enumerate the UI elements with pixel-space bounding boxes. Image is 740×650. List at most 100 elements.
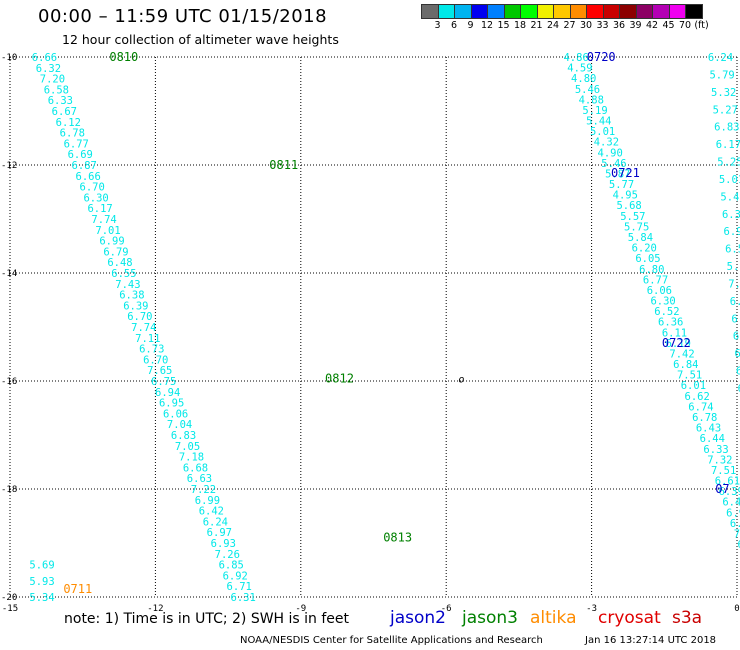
wave-height-value: 6.70 [80,182,105,194]
wave-height-value: 4.88 [579,94,604,106]
wave-height-value: 7.0 [728,278,740,290]
wave-height-value: 6.52 [654,306,679,318]
colorbar-labels: 3 6 9 12 15 18 21 24 27 30 33 36 39 42 45 70 (ft) [421,20,740,34]
wave-height-value: 5.19 [582,105,607,117]
wave-height-value: 6.36 [730,518,740,530]
wave-height-value: 6.79 [103,246,128,258]
colorbar-label: 12 [480,20,494,31]
wave-height-value: 6.33 [703,444,728,456]
wave-height-value: 6.44 [700,433,725,445]
wave-height-value: 6.77 [64,138,89,150]
wave-height-value: 6.55 [111,268,136,280]
wave-height-value: 5.77 [609,179,634,191]
wave-height-value: 7.43 [115,279,140,291]
pass-label: 0711 [63,582,92,596]
wave-height-value: 6.83 [714,122,739,134]
pass-label: 0721 [611,166,640,180]
wave-height-value: 7.74 [131,322,156,334]
wave-height-value: 6.39 [719,486,740,498]
wave-height-value: 6.11 [662,327,687,339]
wave-height-value: 6.70 [143,354,168,366]
wave-height-value: 6.70 [127,311,152,323]
wave-height-value: 7.65 [147,365,172,377]
wave-height-colorbar [421,4,703,19]
map-title: 00:00 – 11:59 UTC 01/15/2018 [38,6,328,27]
wave-height-value: 4.86 [563,52,588,64]
wave-height-value: 5.34 [29,592,54,604]
wave-height-value: 6.24 [708,52,733,64]
wave-height-value: 6.85 [219,560,244,572]
wave-height-value: 7.01 [95,225,120,237]
wave-height-value: 6.0 [736,366,740,378]
y-tick-label: -14 [1,269,17,279]
y-tick-label: -20 [1,593,17,603]
colorbar-label: 33 [596,20,609,31]
wave-height-value: 6.87 [72,160,97,172]
colorbar-label: 6 [450,20,458,31]
wave-height-value: 6.38 [119,290,144,302]
wave-height-value: 6.06 [647,285,672,297]
position-marker: o [458,374,464,385]
colorbar-label: 39 [629,20,642,31]
wave-height-value: 6.77 [643,274,668,286]
wave-height-value: 6.92 [223,570,248,582]
pass-label: 0722 [662,336,691,350]
wave-height-value: 7.42 [669,348,694,360]
wave-height-value: 5.44 [586,116,611,128]
y-tick-label: -10 [1,53,17,63]
wave-height-value: 6.84 [673,359,698,371]
colorbar-label: 45 [662,20,675,31]
pass-label: 0812 [325,371,354,385]
wave-height-value: 6.97 [724,226,740,238]
wave-height-value: 6.99 [99,236,124,248]
wave-height-value: 5.46 [575,84,600,96]
wave-height-value: 5.84 [628,232,653,244]
x-tick-label: -3 [586,604,597,614]
wave-height-value: 5.32 [711,87,736,99]
wave-height-value: 6.67 [52,106,77,118]
colorbar-label: 9 [467,20,474,31]
wave-height-value: 5.57 [620,211,645,223]
pass-label: 07 [715,482,729,496]
wave-height-value: 6.69 [68,149,93,161]
wave-height-value: 6.94 [155,387,180,399]
y-tick-label: -18 [1,485,17,495]
wave-height-value: 5.93 [29,576,54,588]
wave-height-value: 7.26 [215,549,240,561]
wave-height-value: 5.69 [29,560,54,572]
wave-height-value: 6.31 [231,592,256,604]
colorbar-swatch [685,4,703,19]
pass-label: 0720 [587,50,616,64]
wave-height-value: 6.36 [658,317,683,329]
wave-height-value: 5.79 [709,69,734,81]
wave-height-value: 5.58 [727,261,740,273]
wave-height-value: 6.06 [163,408,188,420]
colorbar-label: 15 [497,20,510,31]
wave-height-value: 6.2 [738,383,740,395]
x-tick-label: -15 [2,604,18,614]
wave-height-value: 6.42 [199,506,224,518]
units-note: note: 1) Time is in UTC; 2) SWH is in fe… [64,611,350,627]
wave-height-value: 6.93 [211,538,236,550]
pass-label: 0813 [383,531,412,545]
wave-height-value: 6.30 [83,192,108,204]
wave-height-value: 7.32 [707,454,732,466]
wave-height-value: 6.24 [203,516,228,528]
wave-height-value: 5.49 [720,191,740,203]
wave-height-value: 6.41 [722,497,740,509]
wave-height-value: 7.11 [135,333,160,345]
wave-height-value: 6.80 [639,264,664,276]
wave-height-value: 6.39 [123,300,148,312]
wave-height-value: 6.95 [159,398,184,410]
wave-height-value: 6.59 [725,244,740,256]
wave-height-value: 6.61 [715,476,740,488]
wave-height-value: 5.75 [624,221,649,233]
wave-height-value: 6.78 [692,412,717,424]
colorbar-label: 18 [513,20,527,31]
wave-height-value: 5.01 [719,174,740,186]
wave-height-value: 6.62 [685,391,710,403]
wave-height-value: 7.51 [677,370,702,382]
wave-height-value: 6.83 [171,430,196,442]
wave-height-value: 6.9 [734,348,740,360]
x-tick-label: -9 [295,604,306,614]
